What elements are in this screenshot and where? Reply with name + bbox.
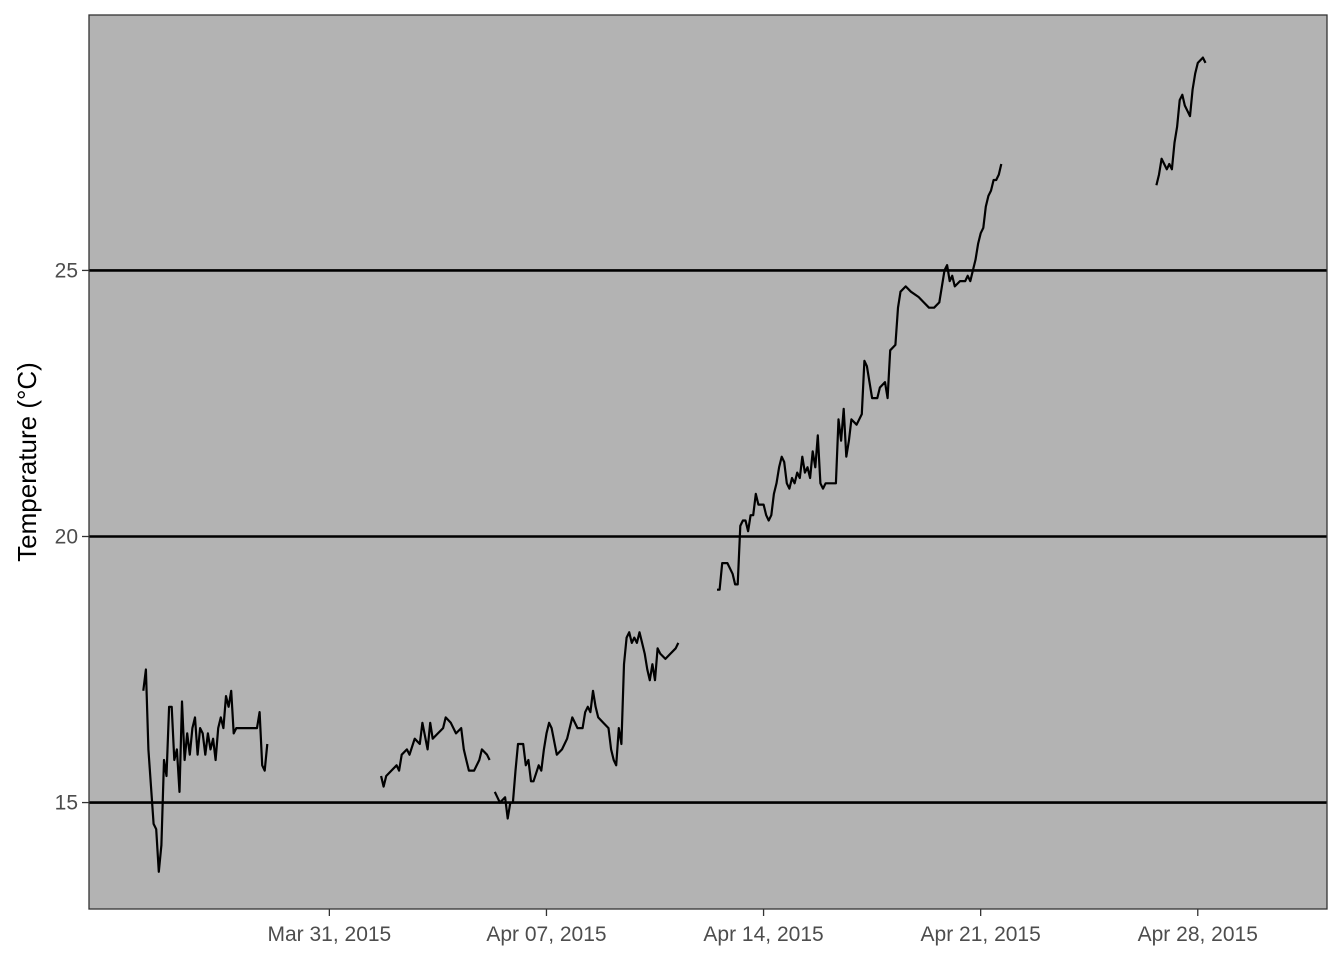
temperature-line-segment-2: [380, 716, 491, 788]
y-axis-title: Temperature (°C): [12, 362, 42, 562]
gridlines: [89, 269, 1327, 804]
x-tick-label-0: Mar 31, 2015: [267, 923, 391, 946]
plot-panel: [89, 15, 1327, 909]
x-tick-label-1: Apr 07, 2015: [486, 923, 606, 946]
temperature-line-segment-4: [717, 163, 1003, 591]
temperature-line-segment-3: [493, 631, 680, 820]
temperature-line-segment-5: [1155, 56, 1207, 186]
x-tick-label-2: Apr 14, 2015: [703, 923, 823, 946]
y-axis: 15 20 25: [55, 259, 89, 815]
x-tick-label-4: Apr 28, 2015: [1138, 923, 1258, 946]
x-axis: Mar 31, 2015 Apr 07, 2015 Apr 14, 2015 Apr …: [267, 909, 1258, 946]
x-tick-label-3: Apr 21, 2015: [921, 923, 1041, 946]
y-tick-label-15: 15: [55, 792, 78, 815]
plot-border: [88, 14, 1328, 910]
series-line-group: [142, 56, 1207, 873]
y-tick-label-25: 25: [55, 259, 78, 282]
y-tick-label-20: 20: [55, 526, 78, 549]
temperature-line-segment-1: [142, 668, 269, 873]
